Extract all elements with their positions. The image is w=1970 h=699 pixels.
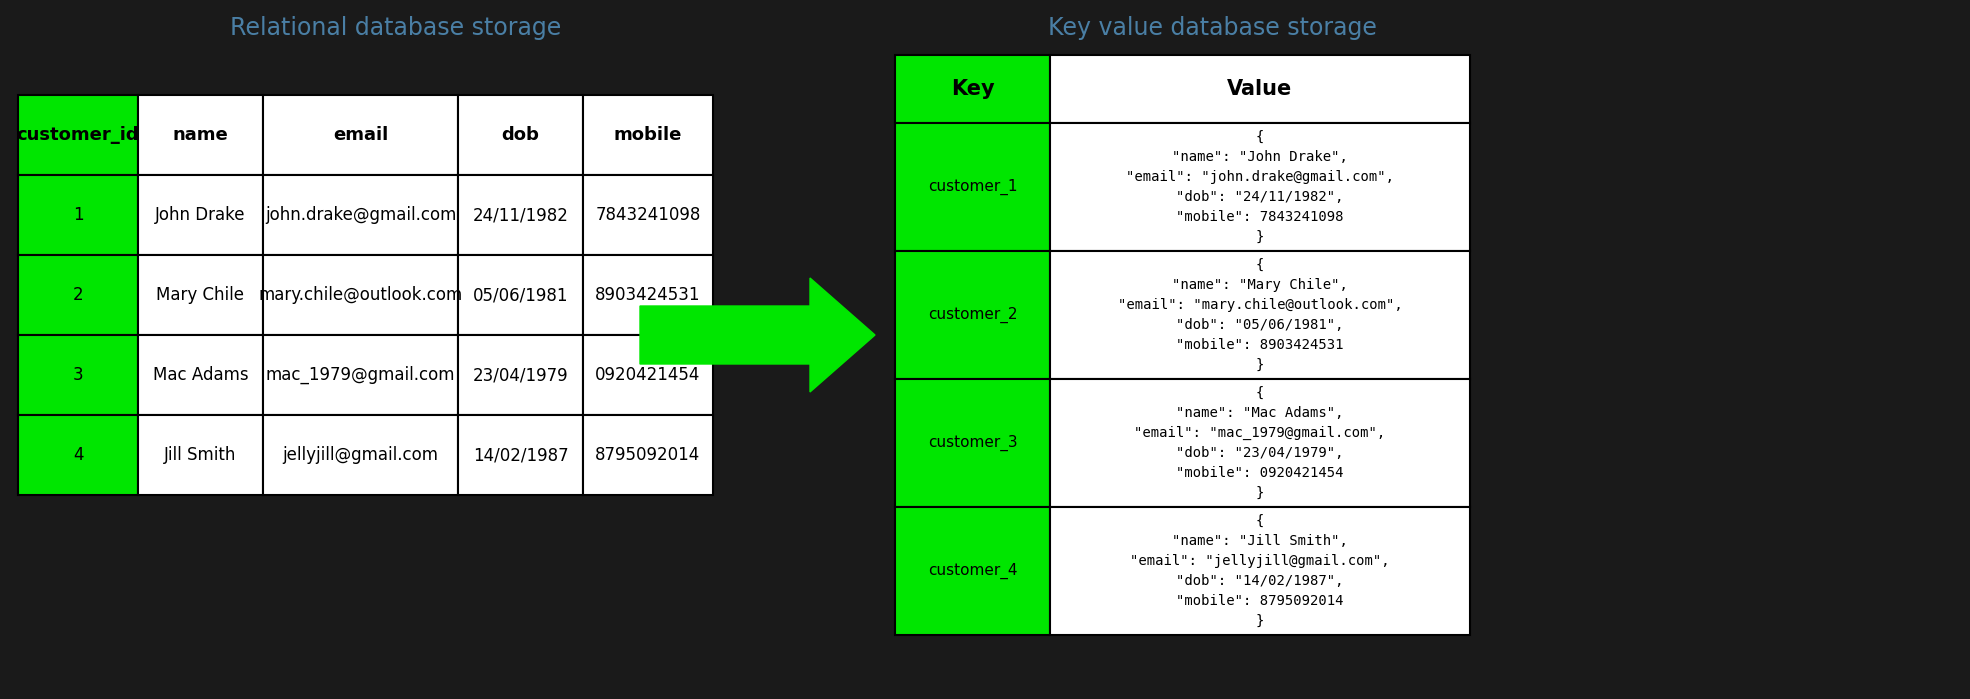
Text: 05/06/1981: 05/06/1981	[473, 286, 567, 304]
Text: 2: 2	[73, 286, 83, 304]
Bar	[1050, 379, 1470, 507]
Bar	[457, 415, 583, 495]
Bar	[457, 175, 583, 255]
Text: john.drake@gmail.com: john.drake@gmail.com	[264, 206, 457, 224]
Text: 0920421454: 0920421454	[595, 366, 701, 384]
Text: 8795092014: 8795092014	[595, 446, 701, 464]
Text: 14/02/1987: 14/02/1987	[473, 446, 567, 464]
Bar	[1050, 123, 1470, 251]
Bar	[1050, 251, 1470, 379]
Text: customer_3: customer_3	[928, 435, 1017, 451]
Bar	[583, 335, 713, 415]
Bar	[583, 95, 713, 175]
Text: 24/11/1982: 24/11/1982	[473, 206, 569, 224]
Text: 8903424531: 8903424531	[595, 286, 701, 304]
Text: {
"name": "Mac Adams",
"email": "mac_1979@gmail.com",
"dob": "23/04/1979",
"mobi: { "name": "Mac Adams", "email": "mac_197…	[1135, 386, 1385, 500]
Bar	[457, 255, 583, 335]
Bar	[583, 415, 713, 495]
Text: customer_2: customer_2	[928, 307, 1017, 323]
Bar	[18, 335, 138, 415]
Bar	[18, 175, 138, 255]
Text: 7843241098: 7843241098	[595, 206, 701, 224]
Text: 4: 4	[73, 446, 83, 464]
Bar	[894, 379, 1050, 507]
Text: Mac Adams: Mac Adams	[154, 366, 248, 384]
Bar	[583, 255, 713, 335]
Bar	[457, 335, 583, 415]
Text: customer_1: customer_1	[928, 179, 1017, 195]
Bar	[894, 123, 1050, 251]
Text: 23/04/1979: 23/04/1979	[473, 366, 567, 384]
Text: {
"name": "Mary Chile",
"email": "mary.chile@outlook.com",
"dob": "05/06/1981",
: { "name": "Mary Chile", "email": "mary.c…	[1117, 258, 1403, 372]
Bar	[264, 175, 457, 255]
Text: 1: 1	[73, 206, 83, 224]
Text: Mary Chile: Mary Chile	[156, 286, 244, 304]
Bar	[138, 415, 264, 495]
Bar	[264, 255, 457, 335]
Text: 3: 3	[73, 366, 83, 384]
Text: name: name	[173, 126, 229, 144]
Text: Value: Value	[1227, 79, 1292, 99]
Bar	[18, 95, 138, 175]
Bar	[1050, 507, 1470, 635]
Text: {
"name": "Jill Smith",
"email": "jellyjill@gmail.com",
"dob": "14/02/1987",
"mo: { "name": "Jill Smith", "email": "jellyj…	[1131, 514, 1389, 628]
Text: customer_4: customer_4	[928, 563, 1017, 579]
Bar	[894, 251, 1050, 379]
Bar	[264, 415, 457, 495]
Bar	[894, 55, 1050, 123]
Bar	[1050, 55, 1470, 123]
Text: {
"name": "John Drake",
"email": "john.drake@gmail.com",
"dob": "24/11/1982",
"m: { "name": "John Drake", "email": "john.d…	[1127, 130, 1395, 244]
Text: jellyjill@gmail.com: jellyjill@gmail.com	[282, 446, 439, 464]
Text: customer_id: customer_id	[16, 126, 140, 144]
Text: John Drake: John Drake	[156, 206, 246, 224]
Bar	[264, 335, 457, 415]
Bar	[18, 415, 138, 495]
Bar	[138, 95, 264, 175]
Bar	[457, 95, 583, 175]
Text: mobile: mobile	[615, 126, 682, 144]
Bar	[894, 507, 1050, 635]
Bar	[138, 175, 264, 255]
Text: Key value database storage: Key value database storage	[1048, 16, 1377, 40]
Text: Key: Key	[952, 79, 995, 99]
Text: mac_1979@gmail.com: mac_1979@gmail.com	[266, 366, 455, 384]
Bar	[18, 255, 138, 335]
Text: Relational database storage: Relational database storage	[230, 16, 561, 40]
Text: email: email	[333, 126, 388, 144]
Text: dob: dob	[502, 126, 540, 144]
Text: mary.chile@outlook.com: mary.chile@outlook.com	[258, 286, 463, 304]
Bar	[138, 255, 264, 335]
Bar	[138, 335, 264, 415]
Bar	[583, 175, 713, 255]
Bar	[264, 95, 457, 175]
Polygon shape	[640, 278, 875, 392]
Text: Jill Smith: Jill Smith	[164, 446, 236, 464]
